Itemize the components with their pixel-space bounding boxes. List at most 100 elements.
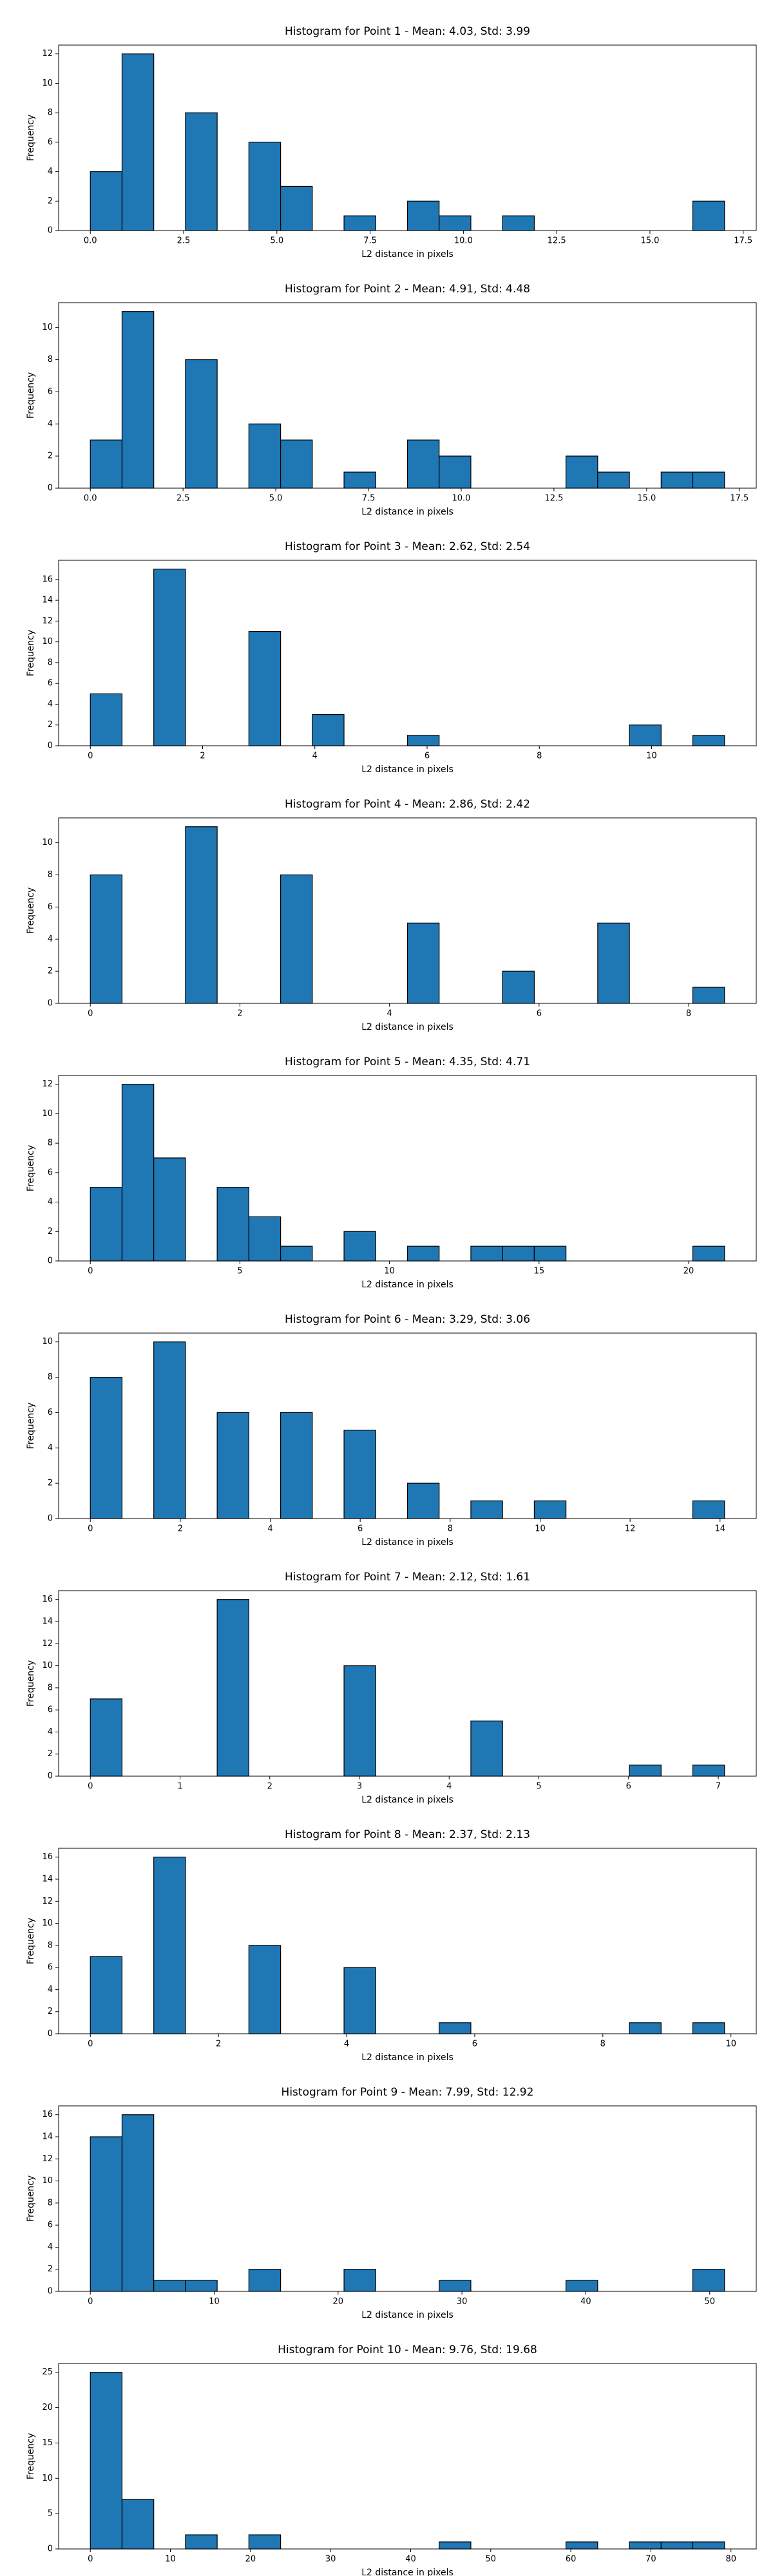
bar <box>629 2541 662 2550</box>
x-tick-label: 6 <box>626 1782 631 1792</box>
bar <box>629 2022 662 2034</box>
y-axis-label: Frequency <box>26 372 36 419</box>
bar <box>90 693 123 746</box>
axes-frame <box>58 302 757 489</box>
y-tick-label: 20 <box>42 2403 53 2412</box>
x-tick-label: 10 <box>209 2297 220 2307</box>
x-tick-label: 4 <box>386 1009 392 1019</box>
bar <box>406 1245 440 1262</box>
y-tick-label: 8 <box>48 2198 53 2208</box>
y-tick-label: 6 <box>48 387 53 397</box>
x-tick-label: 4 <box>267 1524 272 1534</box>
y-tick-label: 12 <box>42 1079 53 1089</box>
bar <box>343 1967 376 2034</box>
x-tick-label: 5.0 <box>270 236 283 246</box>
y-tick-label: 5 <box>48 2509 53 2519</box>
bar <box>660 471 694 489</box>
x-tick-label: 5 <box>536 1782 541 1792</box>
y-tick-label: 14 <box>42 2132 53 2142</box>
bar <box>439 2541 472 2550</box>
chart-title: Histogram for Point 8 - Mean: 2.37, Std:… <box>285 1828 530 1841</box>
x-tick-label: 3 <box>357 1782 362 1792</box>
bar <box>597 471 630 489</box>
y-tick-label: 6 <box>48 1963 53 1973</box>
bar <box>343 1231 376 1262</box>
axes-frame <box>58 1075 757 1262</box>
y-tick-label: 6 <box>48 2221 53 2230</box>
axes-frame <box>58 2363 757 2550</box>
x-tick-label: 20 <box>683 1267 694 1276</box>
bar <box>153 2280 186 2292</box>
bar <box>90 171 123 231</box>
bar <box>470 1245 503 1262</box>
bar <box>439 455 472 489</box>
x-axis-label: L2 distance in pixels <box>361 764 453 775</box>
y-tick-label: 0 <box>48 1514 53 1524</box>
y-tick-label: 10 <box>42 838 53 848</box>
bar <box>216 1187 249 1262</box>
y-tick-label: 0 <box>48 226 53 236</box>
y-tick-label: 14 <box>42 596 53 605</box>
y-tick-label: 10 <box>42 1109 53 1119</box>
bar <box>629 724 662 746</box>
bar <box>248 1216 282 1262</box>
x-tick-label: 0 <box>88 1782 93 1792</box>
x-tick-label: 2 <box>267 1782 272 1792</box>
x-tick-label: 4 <box>446 1782 452 1792</box>
x-tick-label: 40 <box>405 2555 416 2564</box>
y-tick-label: 16 <box>42 1852 53 1862</box>
y-tick-label: 10 <box>42 323 53 332</box>
y-tick-label: 10 <box>42 2176 53 2186</box>
y-tick-label: 4 <box>48 1197 53 1207</box>
x-tick-label: 50 <box>486 2555 497 2564</box>
y-tick-label: 8 <box>48 1139 53 1148</box>
chart-title: Histogram for Point 3 - Mean: 2.62, Std:… <box>285 540 530 553</box>
bar <box>406 735 440 746</box>
bar <box>566 2541 598 2550</box>
x-axis-label: L2 distance in pixels <box>361 1022 453 1032</box>
y-tick-label: 2 <box>48 1227 53 1236</box>
bar <box>216 1412 249 1519</box>
bar <box>343 1665 376 1777</box>
bar <box>502 971 535 1004</box>
x-tick-label: 20 <box>245 2555 256 2564</box>
y-tick-label: 0 <box>48 2029 53 2039</box>
bar <box>470 1720 503 1777</box>
axes-frame <box>58 1332 757 1519</box>
x-tick-label: 60 <box>566 2555 577 2564</box>
x-tick-label: 12.5 <box>548 236 566 246</box>
bar <box>692 471 725 489</box>
x-tick-label: 6 <box>358 1524 363 1534</box>
y-tick-label: 0 <box>48 741 53 751</box>
bar <box>343 215 376 231</box>
bar <box>248 2534 282 2550</box>
x-axis-label: L2 distance in pixels <box>361 2568 453 2576</box>
x-tick-label: 0.0 <box>84 494 97 504</box>
y-axis-label: Frequency <box>26 630 36 676</box>
bar <box>248 2269 282 2292</box>
bar <box>692 1245 725 1262</box>
bar <box>248 142 282 231</box>
bar <box>439 215 472 231</box>
bar <box>121 1084 155 1262</box>
y-tick-label: 8 <box>48 355 53 365</box>
y-tick-label: 6 <box>48 1408 53 1417</box>
bar <box>566 455 598 489</box>
bar <box>692 2022 725 2034</box>
y-tick-label: 10 <box>42 1337 53 1347</box>
x-tick-label: 2 <box>178 1524 183 1534</box>
bar <box>185 2280 218 2292</box>
y-tick-label: 6 <box>48 1705 53 1715</box>
bar <box>406 439 440 489</box>
y-tick-label: 2 <box>48 1479 53 1488</box>
bar <box>153 1857 186 2034</box>
y-tick-label: 0 <box>48 1772 53 1781</box>
x-tick-label: 2 <box>237 1009 242 1019</box>
bar <box>185 112 218 231</box>
y-tick-label: 8 <box>48 870 53 880</box>
x-tick-label: 6 <box>537 1009 542 1019</box>
bar <box>629 1765 662 1777</box>
y-tick-label: 6 <box>48 137 53 147</box>
y-tick-label: 16 <box>42 574 53 584</box>
